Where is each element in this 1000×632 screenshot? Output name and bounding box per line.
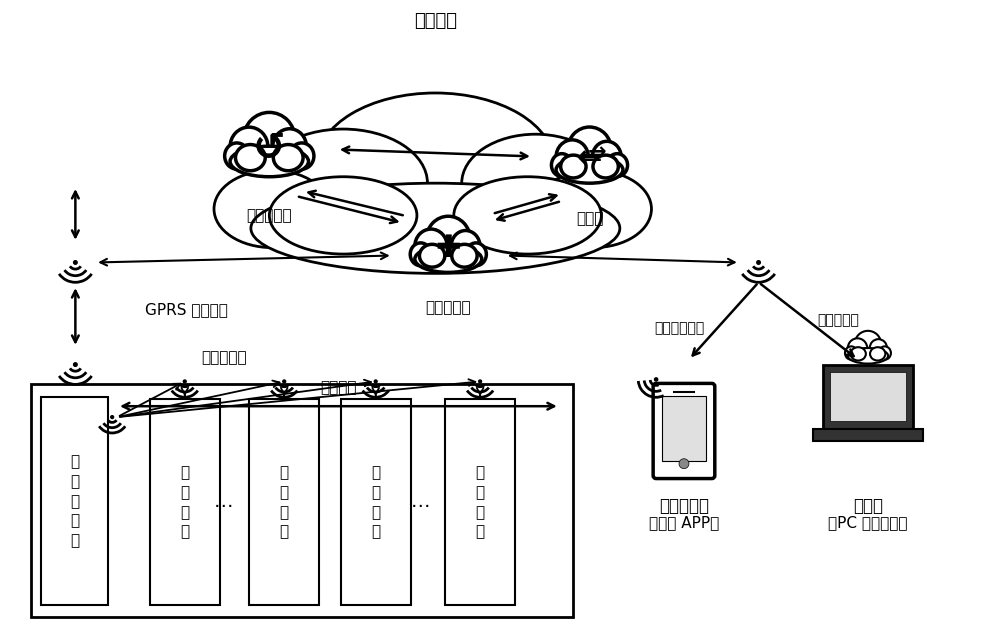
FancyBboxPatch shape [823, 365, 913, 429]
Ellipse shape [230, 127, 268, 166]
FancyBboxPatch shape [813, 429, 923, 441]
FancyBboxPatch shape [445, 399, 515, 605]
Text: 控
制
终
端: 控 制 终 端 [476, 465, 485, 540]
Ellipse shape [230, 146, 309, 177]
Text: 管理端: 管理端 [853, 497, 883, 515]
Circle shape [479, 380, 482, 383]
Circle shape [183, 380, 186, 383]
Ellipse shape [462, 134, 609, 232]
Ellipse shape [870, 339, 887, 358]
Ellipse shape [855, 331, 881, 358]
Ellipse shape [878, 346, 891, 360]
Text: 客户监控端: 客户监控端 [659, 497, 709, 515]
Ellipse shape [452, 245, 477, 267]
Text: ↺: ↺ [253, 130, 286, 169]
Ellipse shape [259, 129, 427, 237]
Ellipse shape [290, 143, 314, 169]
Ellipse shape [845, 346, 858, 360]
FancyBboxPatch shape [830, 372, 906, 421]
Circle shape [374, 380, 377, 383]
Ellipse shape [273, 145, 303, 171]
Ellipse shape [225, 143, 249, 169]
Ellipse shape [454, 177, 601, 254]
Text: 云控制端: 云控制端 [414, 11, 457, 30]
Circle shape [679, 459, 689, 469]
Ellipse shape [419, 245, 445, 267]
Text: 互联网通信: 互联网通信 [817, 313, 859, 327]
Ellipse shape [607, 154, 628, 176]
Ellipse shape [568, 127, 611, 173]
Ellipse shape [466, 243, 486, 265]
Ellipse shape [592, 142, 621, 173]
FancyBboxPatch shape [653, 384, 715, 478]
Ellipse shape [426, 216, 470, 262]
Circle shape [655, 378, 658, 381]
Ellipse shape [410, 243, 431, 265]
Circle shape [757, 260, 760, 264]
Ellipse shape [273, 129, 306, 165]
Text: GPRS 远程通信: GPRS 远程通信 [145, 303, 228, 317]
FancyBboxPatch shape [341, 399, 411, 605]
Text: （PC 管理软件）: （PC 管理软件） [828, 514, 908, 530]
Circle shape [74, 363, 77, 367]
Ellipse shape [251, 183, 620, 274]
FancyBboxPatch shape [41, 398, 108, 605]
Text: 无线通信: 无线通信 [321, 380, 357, 395]
Ellipse shape [415, 246, 482, 272]
Text: 数
据
终
端: 数 据 终 端 [180, 465, 189, 540]
Ellipse shape [451, 231, 480, 262]
Ellipse shape [851, 347, 866, 360]
Ellipse shape [244, 112, 295, 165]
Ellipse shape [561, 155, 586, 178]
Text: （手机 APP）: （手机 APP） [649, 514, 719, 530]
Text: 控制算法库: 控制算法库 [246, 209, 292, 223]
Ellipse shape [870, 347, 885, 360]
Circle shape [283, 380, 286, 383]
Ellipse shape [415, 229, 447, 264]
Circle shape [74, 260, 77, 264]
Text: 被控过程端: 被控过程端 [202, 350, 247, 365]
Ellipse shape [269, 177, 417, 254]
Text: 控
制
终
端: 控 制 终 端 [371, 465, 380, 540]
Text: 移动通信网络: 移动通信网络 [654, 321, 704, 335]
Text: 数据库: 数据库 [576, 211, 603, 226]
Ellipse shape [848, 348, 888, 363]
Text: …: … [214, 492, 233, 511]
FancyBboxPatch shape [150, 399, 220, 605]
FancyBboxPatch shape [249, 399, 319, 605]
Circle shape [111, 416, 114, 418]
FancyBboxPatch shape [662, 396, 706, 461]
Ellipse shape [536, 170, 651, 248]
Text: ⇐: ⇐ [577, 145, 602, 174]
Ellipse shape [317, 93, 554, 234]
Text: 中
心
控
制
器: 中 心 控 制 器 [70, 454, 79, 549]
Ellipse shape [848, 338, 867, 358]
Text: 服务器软件: 服务器软件 [425, 301, 471, 315]
FancyBboxPatch shape [31, 384, 573, 617]
Ellipse shape [214, 170, 330, 248]
Ellipse shape [556, 157, 623, 183]
Text: ✚: ✚ [436, 234, 461, 263]
Text: …: … [411, 492, 430, 511]
Ellipse shape [556, 140, 588, 174]
Text: →: → [588, 142, 607, 161]
Text: 数
据
终
端: 数 据 终 端 [280, 465, 289, 540]
Ellipse shape [235, 145, 265, 171]
Ellipse shape [593, 155, 618, 178]
Ellipse shape [551, 154, 572, 176]
